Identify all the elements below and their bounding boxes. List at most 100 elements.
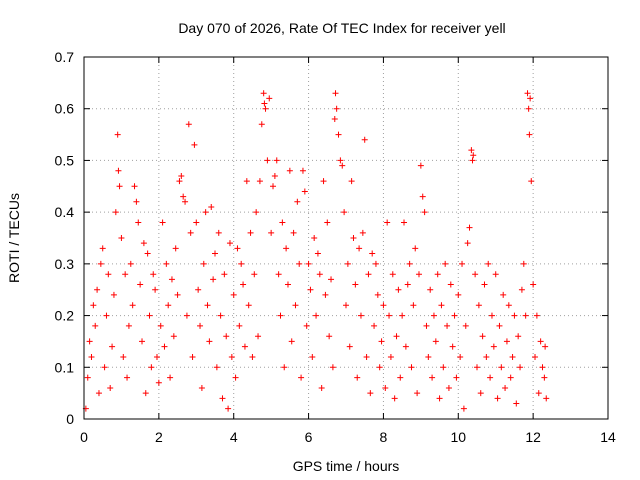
data-point bbox=[223, 333, 230, 340]
data-point bbox=[528, 178, 535, 185]
data-point bbox=[172, 245, 179, 252]
data-point bbox=[367, 390, 374, 397]
data-point bbox=[344, 260, 351, 267]
data-point bbox=[354, 374, 361, 381]
data-point bbox=[460, 405, 467, 412]
data-point bbox=[376, 364, 383, 371]
data-point bbox=[543, 395, 550, 402]
data-point bbox=[466, 224, 473, 231]
data-point bbox=[208, 203, 215, 210]
data-point bbox=[258, 121, 265, 128]
data-point bbox=[133, 198, 140, 205]
data-point bbox=[457, 353, 464, 360]
data-point bbox=[449, 343, 456, 350]
data-point bbox=[88, 353, 95, 360]
data-point bbox=[204, 302, 211, 309]
data-point bbox=[527, 95, 534, 102]
x-tick-label: 10 bbox=[450, 429, 466, 445]
data-point bbox=[324, 219, 331, 226]
data-point bbox=[492, 271, 499, 278]
data-point bbox=[167, 374, 174, 381]
data-point bbox=[314, 250, 321, 257]
data-point bbox=[453, 374, 460, 381]
data-point bbox=[371, 322, 378, 329]
data-point bbox=[387, 353, 394, 360]
data-point bbox=[144, 250, 151, 257]
data-point bbox=[180, 193, 187, 200]
data-point bbox=[139, 338, 146, 345]
data-point bbox=[522, 312, 529, 319]
data-point bbox=[455, 291, 462, 298]
data-point bbox=[273, 157, 280, 164]
data-point bbox=[122, 271, 129, 278]
data-point bbox=[135, 219, 142, 226]
data-point bbox=[163, 260, 170, 267]
data-point bbox=[217, 312, 224, 319]
data-point bbox=[496, 322, 503, 329]
data-point bbox=[140, 240, 147, 247]
data-point bbox=[539, 364, 546, 371]
y-tick-label: 0.4 bbox=[55, 204, 75, 220]
data-point bbox=[221, 271, 228, 278]
data-point bbox=[468, 147, 475, 154]
data-point bbox=[333, 105, 340, 112]
data-point bbox=[474, 364, 480, 371]
data-point bbox=[107, 384, 114, 391]
data-point bbox=[318, 384, 325, 391]
data-point bbox=[541, 374, 548, 381]
data-point bbox=[182, 198, 189, 205]
data-point bbox=[503, 338, 510, 345]
data-point bbox=[332, 90, 339, 97]
data-point bbox=[427, 286, 434, 293]
data-point bbox=[230, 291, 237, 298]
data-point bbox=[241, 343, 248, 350]
data-point bbox=[412, 245, 419, 252]
data-point bbox=[213, 364, 220, 371]
data-point bbox=[464, 240, 471, 247]
data-point bbox=[357, 312, 364, 319]
data-point bbox=[92, 322, 99, 329]
data-point bbox=[225, 405, 232, 412]
y-tick-label: 0 bbox=[66, 411, 74, 427]
data-point bbox=[299, 167, 306, 174]
data-point bbox=[429, 374, 436, 381]
data-point bbox=[459, 260, 466, 267]
data-point bbox=[264, 157, 271, 164]
data-point bbox=[530, 281, 537, 288]
data-point bbox=[447, 281, 454, 288]
data-point bbox=[445, 384, 452, 391]
data-point bbox=[283, 245, 290, 252]
data-point bbox=[352, 281, 359, 288]
data-point bbox=[168, 276, 175, 283]
data-point bbox=[434, 271, 441, 278]
data-point bbox=[195, 286, 202, 293]
data-point bbox=[268, 229, 275, 236]
data-point bbox=[406, 260, 413, 267]
data-point bbox=[498, 364, 505, 371]
data-point bbox=[174, 291, 181, 298]
data-point bbox=[161, 343, 168, 350]
y-tick-label: 0.1 bbox=[55, 359, 75, 375]
x-tick-label: 0 bbox=[80, 429, 88, 445]
data-point bbox=[178, 172, 185, 179]
data-point bbox=[84, 374, 91, 381]
x-tick-label: 6 bbox=[305, 429, 313, 445]
data-point bbox=[247, 229, 254, 236]
data-point bbox=[255, 333, 262, 340]
data-point bbox=[515, 333, 522, 340]
data-point bbox=[391, 395, 398, 402]
plot-frame bbox=[83, 56, 609, 420]
data-point bbox=[118, 235, 125, 241]
data-point bbox=[206, 338, 213, 345]
data-point bbox=[417, 162, 424, 169]
data-point bbox=[525, 105, 532, 112]
data-point bbox=[374, 291, 381, 298]
data-point bbox=[275, 271, 282, 278]
data-point bbox=[109, 343, 116, 350]
data-point bbox=[124, 374, 131, 381]
y-tick-label: 0.7 bbox=[55, 49, 75, 65]
data-point bbox=[502, 384, 509, 391]
x-tick-label: 8 bbox=[380, 429, 388, 445]
data-point bbox=[432, 338, 439, 345]
